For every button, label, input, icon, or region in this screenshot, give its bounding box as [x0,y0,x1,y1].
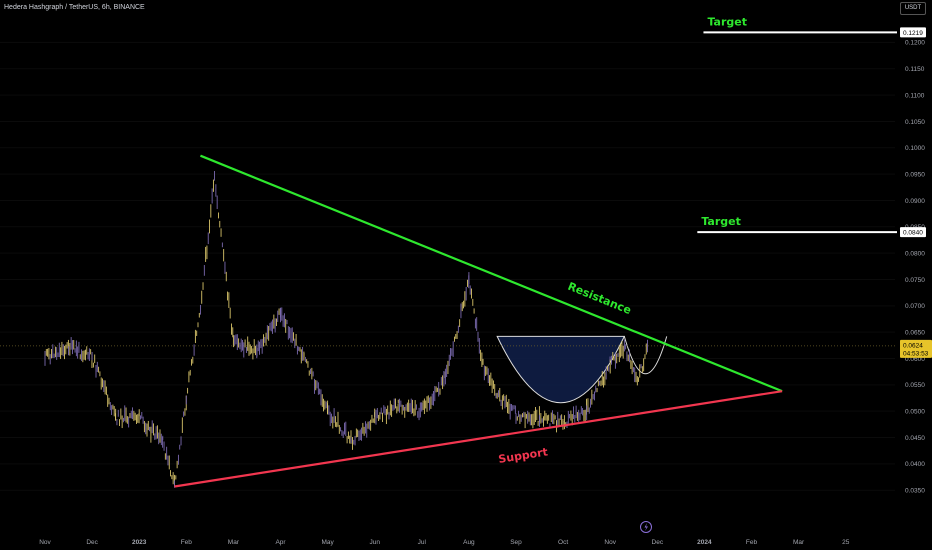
y-tick-label: 0.0350 [905,487,925,494]
x-tick-label: Jul [418,539,427,546]
x-tick-label: Sep [510,539,522,546]
x-tick-label: Feb [746,539,758,546]
target-2-label: Target [701,215,741,228]
y-tick-label: 0.0550 [905,382,925,389]
x-tick-label: Mar [228,539,240,546]
current-price-value: 0.0624 [903,342,923,349]
x-tick-label: Apr [275,539,286,546]
target-1-label: Target [707,15,747,28]
y-tick-label: 0.0650 [905,329,925,336]
price-axis: 0.0350 0.0400 0.0450 0.0500 0.0550 0.0600 0.06… [905,40,925,495]
lightning-icon[interactable] [640,521,652,533]
x-tick-label: Aug [463,539,475,546]
horizontal-grid [0,41,895,491]
y-tick-label: 0.1050 [905,119,925,126]
y-tick-label: 0.1200 [905,40,925,47]
x-tick-label: Oct [558,539,568,546]
y-tick-label: 0.0700 [905,303,925,310]
y-tick-label: 0.0600 [905,356,925,363]
x-tick-label: 25 [842,539,850,546]
x-tick-label: Dec [86,539,98,546]
current-price-tag-bg [900,339,932,358]
x-tick-label: May [321,539,334,546]
x-tick-label: Mar [793,539,805,546]
y-tick-label: 0.1150 [905,66,925,73]
x-tick-label: Jun [369,539,380,546]
target-2-price-tag [900,227,926,238]
target-1-price: 0.1219 [903,30,923,37]
symbol-header: Hedera Hashgraph / TetherUS, 6h, BINANCE [4,4,145,11]
price-candles [44,170,649,488]
y-tick-label: 0.0900 [905,198,925,205]
support-label: Support [497,445,548,466]
y-tick-label: 0.0800 [905,250,925,257]
y-tick-label: 0.0500 [905,408,925,415]
support-line [174,390,783,488]
y-tick-label: 0.0950 [905,171,925,178]
target-2: Target 0.0840 [697,215,926,238]
cup-pattern [496,335,626,404]
current-price-countdown: 04:53:53 [903,350,929,357]
x-tick-label: 2023 [132,539,147,546]
current-price-tag: 0.0624 04:53:53 [900,339,932,358]
y-tick-label: 0.1100 [905,92,925,99]
y-tick-label: 0.0400 [905,461,925,468]
time-axis: Nov Dec 2023 Feb Mar Apr May Jun Jul Aug Sep Oct Nov… [39,539,849,546]
target-1: Target 0.1219 [703,15,926,38]
x-tick-label: Feb [181,539,193,546]
target-2-price: 0.0840 [903,230,923,237]
y-tick-label: 0.0450 [905,435,925,442]
currency-button[interactable]: USDT [900,2,926,15]
x-tick-label: Dec [652,539,664,546]
x-tick-label: Nov [604,539,616,546]
handle-pattern [623,336,668,374]
resistance-label: Resistance [566,280,633,317]
x-tick-label: Nov [39,539,51,546]
resistance-line [200,154,783,393]
x-tick-label: 2024 [697,539,712,546]
y-tick-label: 0.0750 [905,277,925,284]
target-1-price-tag [900,27,926,38]
y-tick-label: 0.1000 [905,145,925,152]
